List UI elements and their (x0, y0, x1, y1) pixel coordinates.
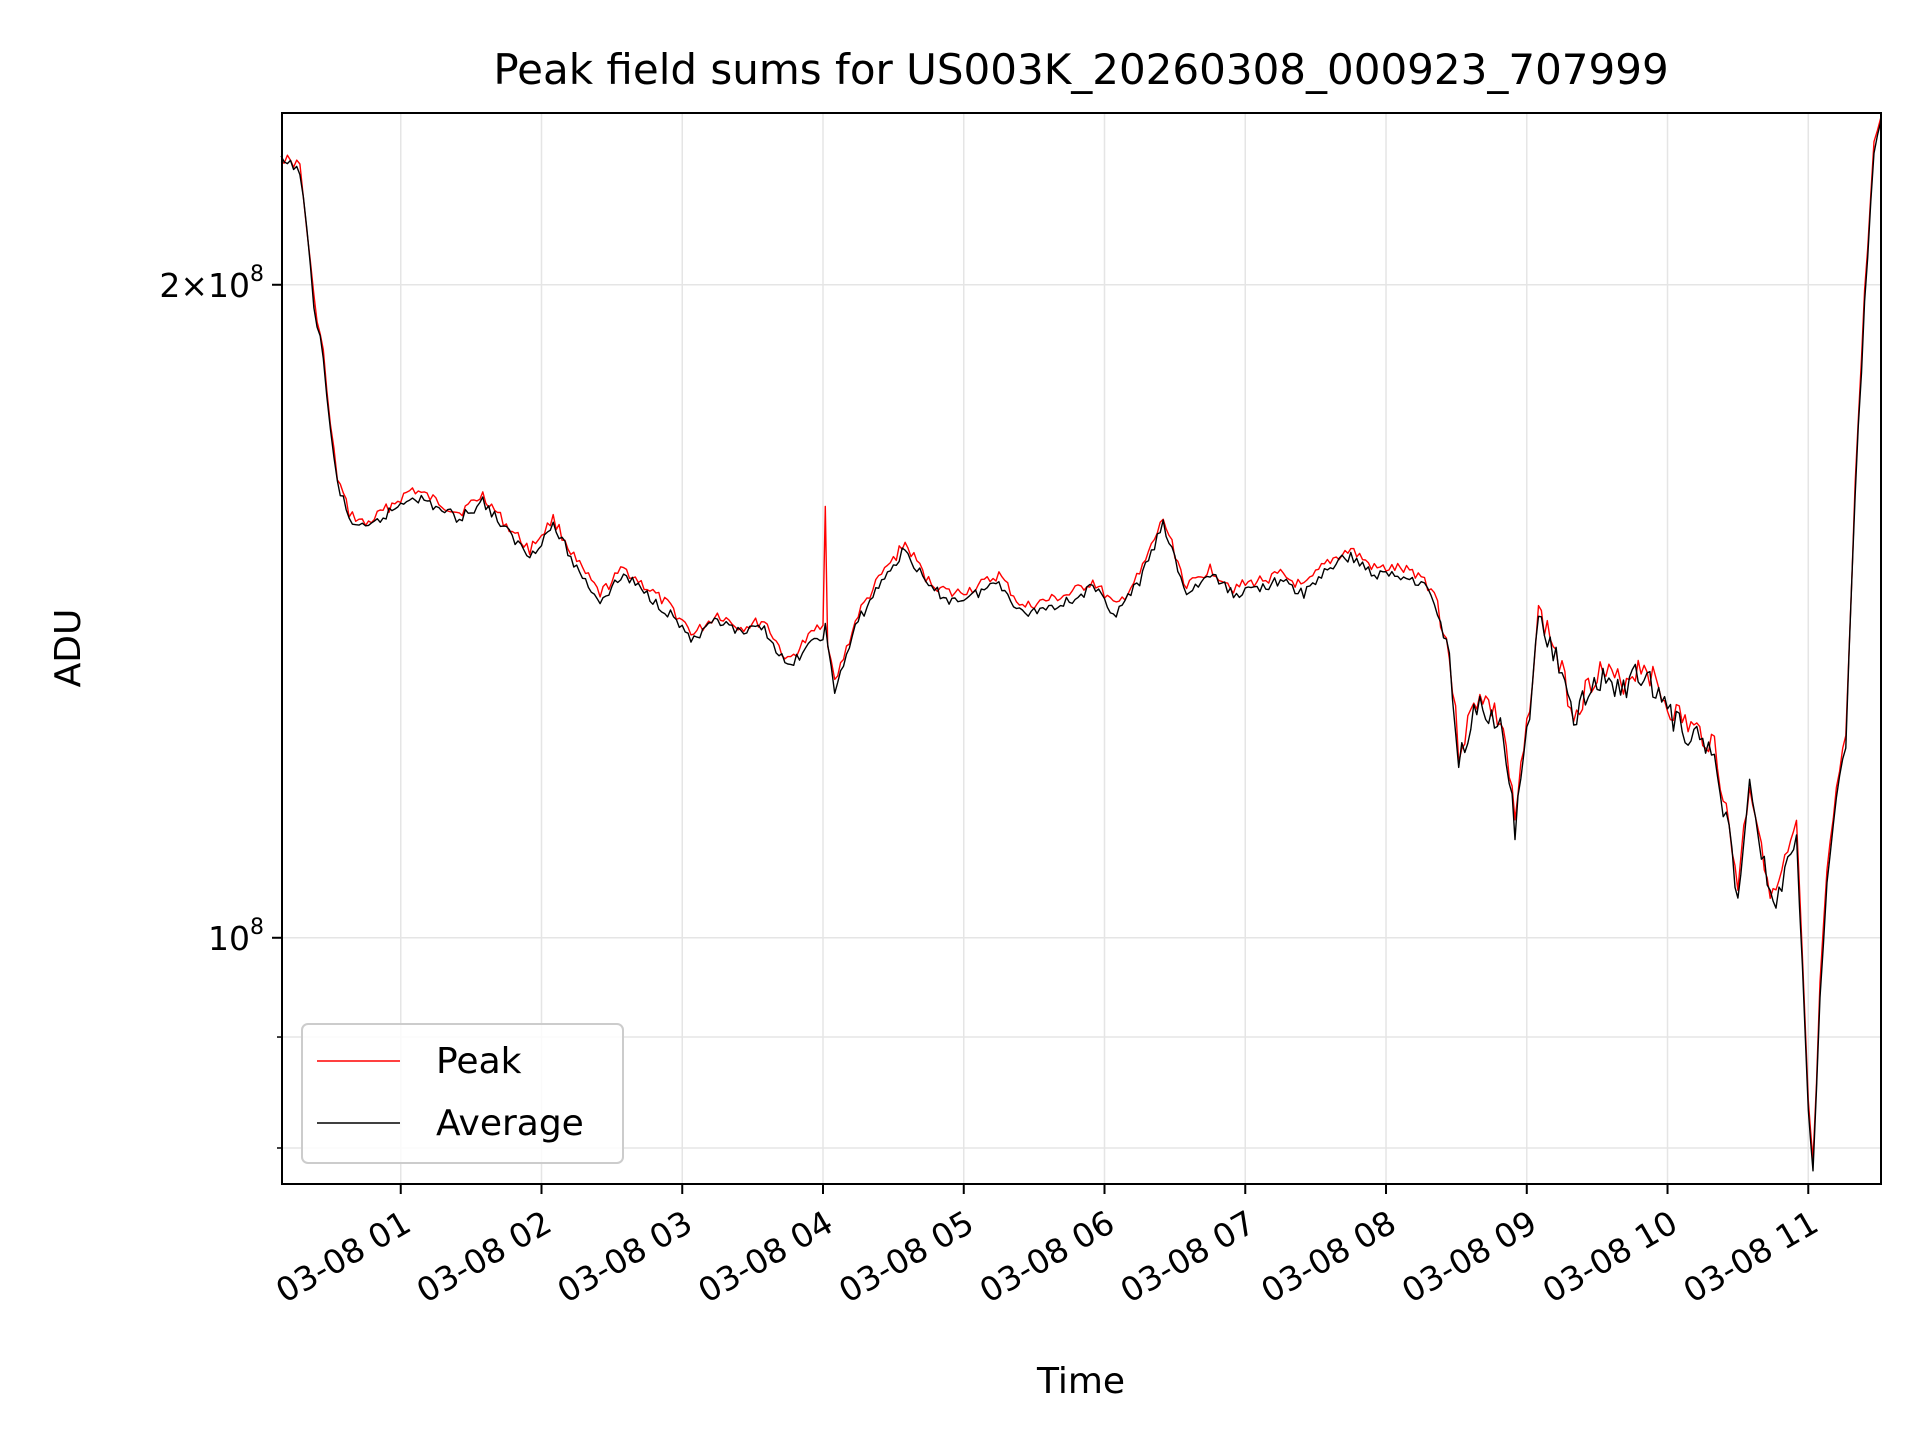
legend-box (301, 1023, 624, 1164)
y-tick-label-base: 10 (208, 919, 250, 958)
chart-title: Peak field sums for US003K_20260308_0009… (493, 45, 1668, 94)
y-tick-label: 108 (208, 915, 264, 958)
y-tick-label-exponent: 8 (250, 915, 264, 940)
y-axis-label: ADU (48, 609, 89, 688)
series-line-peak (280, 116, 1882, 1161)
y-tick-label: 2×108 (159, 262, 264, 305)
grid-layer (282, 113, 1881, 1184)
legend-peak-label: Peak (436, 1041, 522, 1082)
plot-frame (281, 112, 1882, 1185)
series-layer (280, 116, 1882, 1172)
legend-average-label: Average (436, 1103, 584, 1144)
x-axis-label: Time (1036, 1361, 1125, 1402)
y-tick-label-exponent: 8 (250, 262, 264, 287)
y-tick-label-base: 2×10 (159, 266, 250, 305)
series-line-average (280, 120, 1882, 1172)
legend: Peak Average (301, 1023, 624, 1164)
